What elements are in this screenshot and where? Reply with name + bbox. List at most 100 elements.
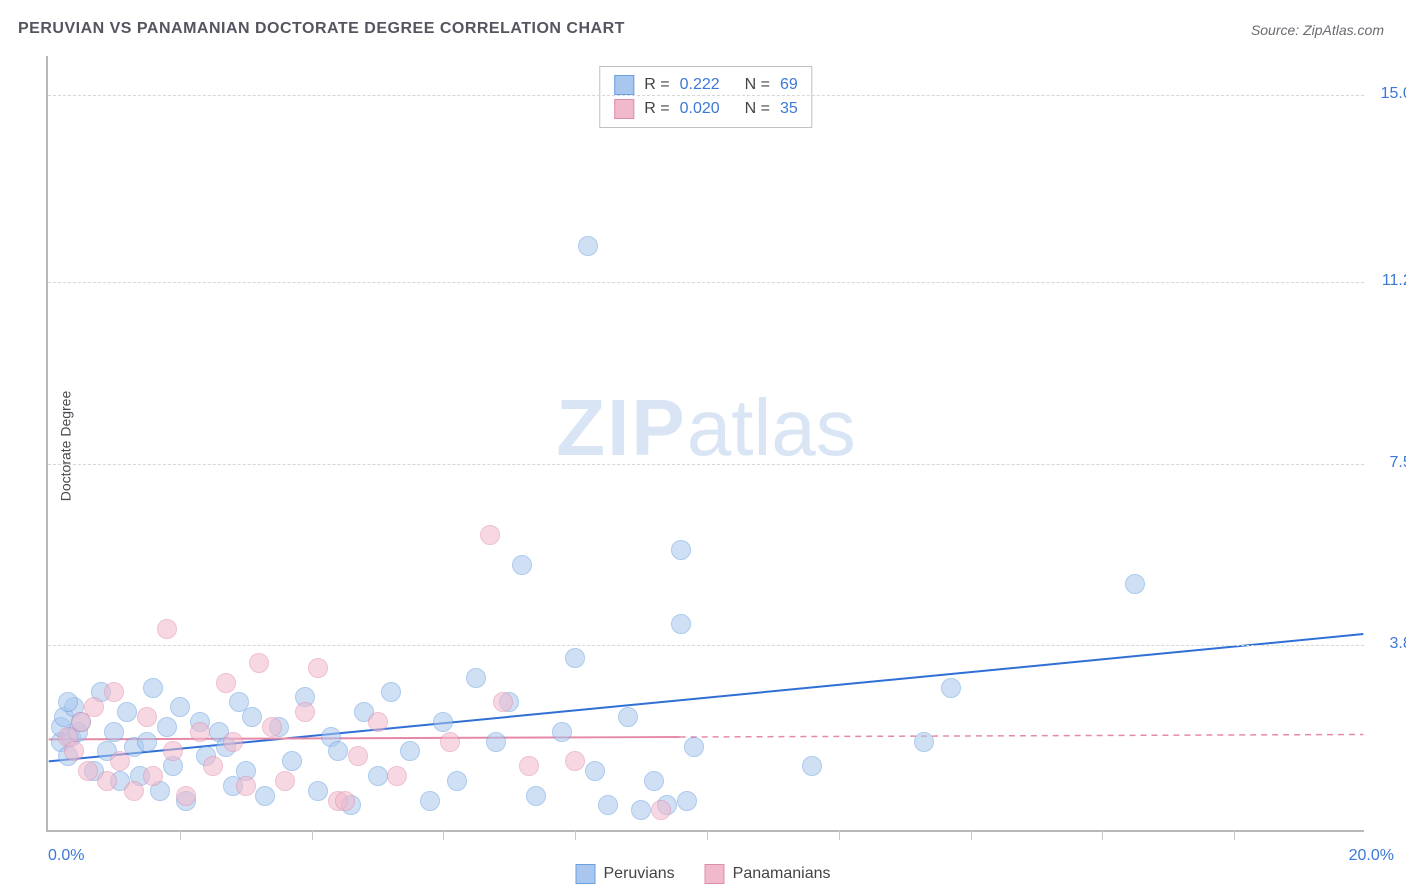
data-point <box>335 791 355 811</box>
data-point <box>387 766 407 786</box>
data-point <box>295 702 315 722</box>
plot-area: ZIPatlas R = 0.222N = 69R = 0.020N = 35 … <box>46 56 1364 832</box>
data-point <box>677 791 697 811</box>
data-point <box>137 732 157 752</box>
data-point <box>440 732 460 752</box>
data-point <box>585 761 605 781</box>
stats-swatch <box>614 75 634 95</box>
watermark-zip: ZIP <box>556 383 686 472</box>
stats-box: R = 0.222N = 69R = 0.020N = 35 <box>599 66 812 128</box>
stats-n-value: 69 <box>780 76 798 94</box>
gridline <box>48 645 1364 646</box>
data-point <box>223 732 243 752</box>
data-point <box>684 737 704 757</box>
data-point <box>671 614 691 634</box>
data-point <box>1125 574 1145 594</box>
data-point <box>124 781 144 801</box>
y-tick-label: 15.0% <box>1381 85 1406 103</box>
gridline <box>48 95 1364 96</box>
data-point <box>143 678 163 698</box>
data-point <box>236 776 256 796</box>
x-tick <box>180 830 181 840</box>
data-point <box>493 692 513 712</box>
legend-item: Peruvians <box>576 864 675 884</box>
stats-n-label: N = <box>745 76 770 94</box>
source-credit: Source: ZipAtlas.com <box>1251 22 1384 38</box>
data-point <box>565 648 585 668</box>
stats-r-value: 0.222 <box>680 76 735 94</box>
stats-swatch <box>614 99 634 119</box>
legend-item: Panamanians <box>705 864 831 884</box>
data-point <box>598 795 618 815</box>
data-point <box>170 697 190 717</box>
data-point <box>137 707 157 727</box>
data-point <box>176 786 196 806</box>
data-point <box>117 702 137 722</box>
data-point <box>526 786 546 806</box>
data-point <box>84 697 104 717</box>
data-point <box>255 786 275 806</box>
data-point <box>97 771 117 791</box>
data-point <box>328 741 348 761</box>
data-point <box>143 766 163 786</box>
chart-container: PERUVIAN VS PANAMANIAN DOCTORATE DEGREE … <box>0 0 1406 892</box>
x-max-label: 20.0% <box>1349 847 1394 865</box>
data-point <box>368 766 388 786</box>
x-tick <box>575 830 576 840</box>
data-point <box>381 682 401 702</box>
data-point <box>157 717 177 737</box>
stats-r-value: 0.020 <box>680 100 735 118</box>
data-point <box>552 722 572 742</box>
legend-label: Peruvians <box>604 865 675 883</box>
x-min-label: 0.0% <box>48 847 84 865</box>
data-point <box>631 800 651 820</box>
gridline <box>48 464 1364 465</box>
chart-title: PERUVIAN VS PANAMANIAN DOCTORATE DEGREE … <box>18 20 625 38</box>
data-point <box>216 673 236 693</box>
data-point <box>914 732 934 752</box>
stats-row: R = 0.222 N = 69 <box>614 73 797 97</box>
stats-r-label: R = <box>644 76 669 94</box>
data-point <box>249 653 269 673</box>
data-point <box>64 741 84 761</box>
y-tick-label: 11.2% <box>1382 272 1406 290</box>
legend-swatch <box>576 864 596 884</box>
data-point <box>308 658 328 678</box>
legend-swatch <box>705 864 725 884</box>
data-point <box>466 668 486 688</box>
data-point <box>58 692 78 712</box>
data-point <box>671 540 691 560</box>
stats-n-label: N = <box>745 100 770 118</box>
x-tick <box>839 830 840 840</box>
x-tick <box>1102 830 1103 840</box>
data-point <box>420 791 440 811</box>
data-point <box>308 781 328 801</box>
y-tick-label: 3.8% <box>1390 635 1406 653</box>
data-point <box>400 741 420 761</box>
legend: Peruvians Panamanians <box>576 864 831 884</box>
data-point <box>203 756 223 776</box>
data-point <box>275 771 295 791</box>
data-point <box>480 525 500 545</box>
x-tick <box>443 830 444 840</box>
data-point <box>348 746 368 766</box>
x-tick <box>1234 830 1235 840</box>
x-tick <box>707 830 708 840</box>
data-point <box>163 741 183 761</box>
gridline <box>48 282 1364 283</box>
data-point <box>519 756 539 776</box>
data-point <box>618 707 638 727</box>
x-tick <box>971 830 972 840</box>
data-point <box>486 732 506 752</box>
stats-r-label: R = <box>644 100 669 118</box>
data-point <box>157 619 177 639</box>
data-point <box>262 717 282 737</box>
watermark-atlas: atlas <box>687 383 856 472</box>
data-point <box>802 756 822 776</box>
data-point <box>644 771 664 791</box>
data-point <box>512 555 532 575</box>
data-point <box>447 771 467 791</box>
data-point <box>941 678 961 698</box>
data-point <box>578 236 598 256</box>
watermark: ZIPatlas <box>556 382 855 474</box>
